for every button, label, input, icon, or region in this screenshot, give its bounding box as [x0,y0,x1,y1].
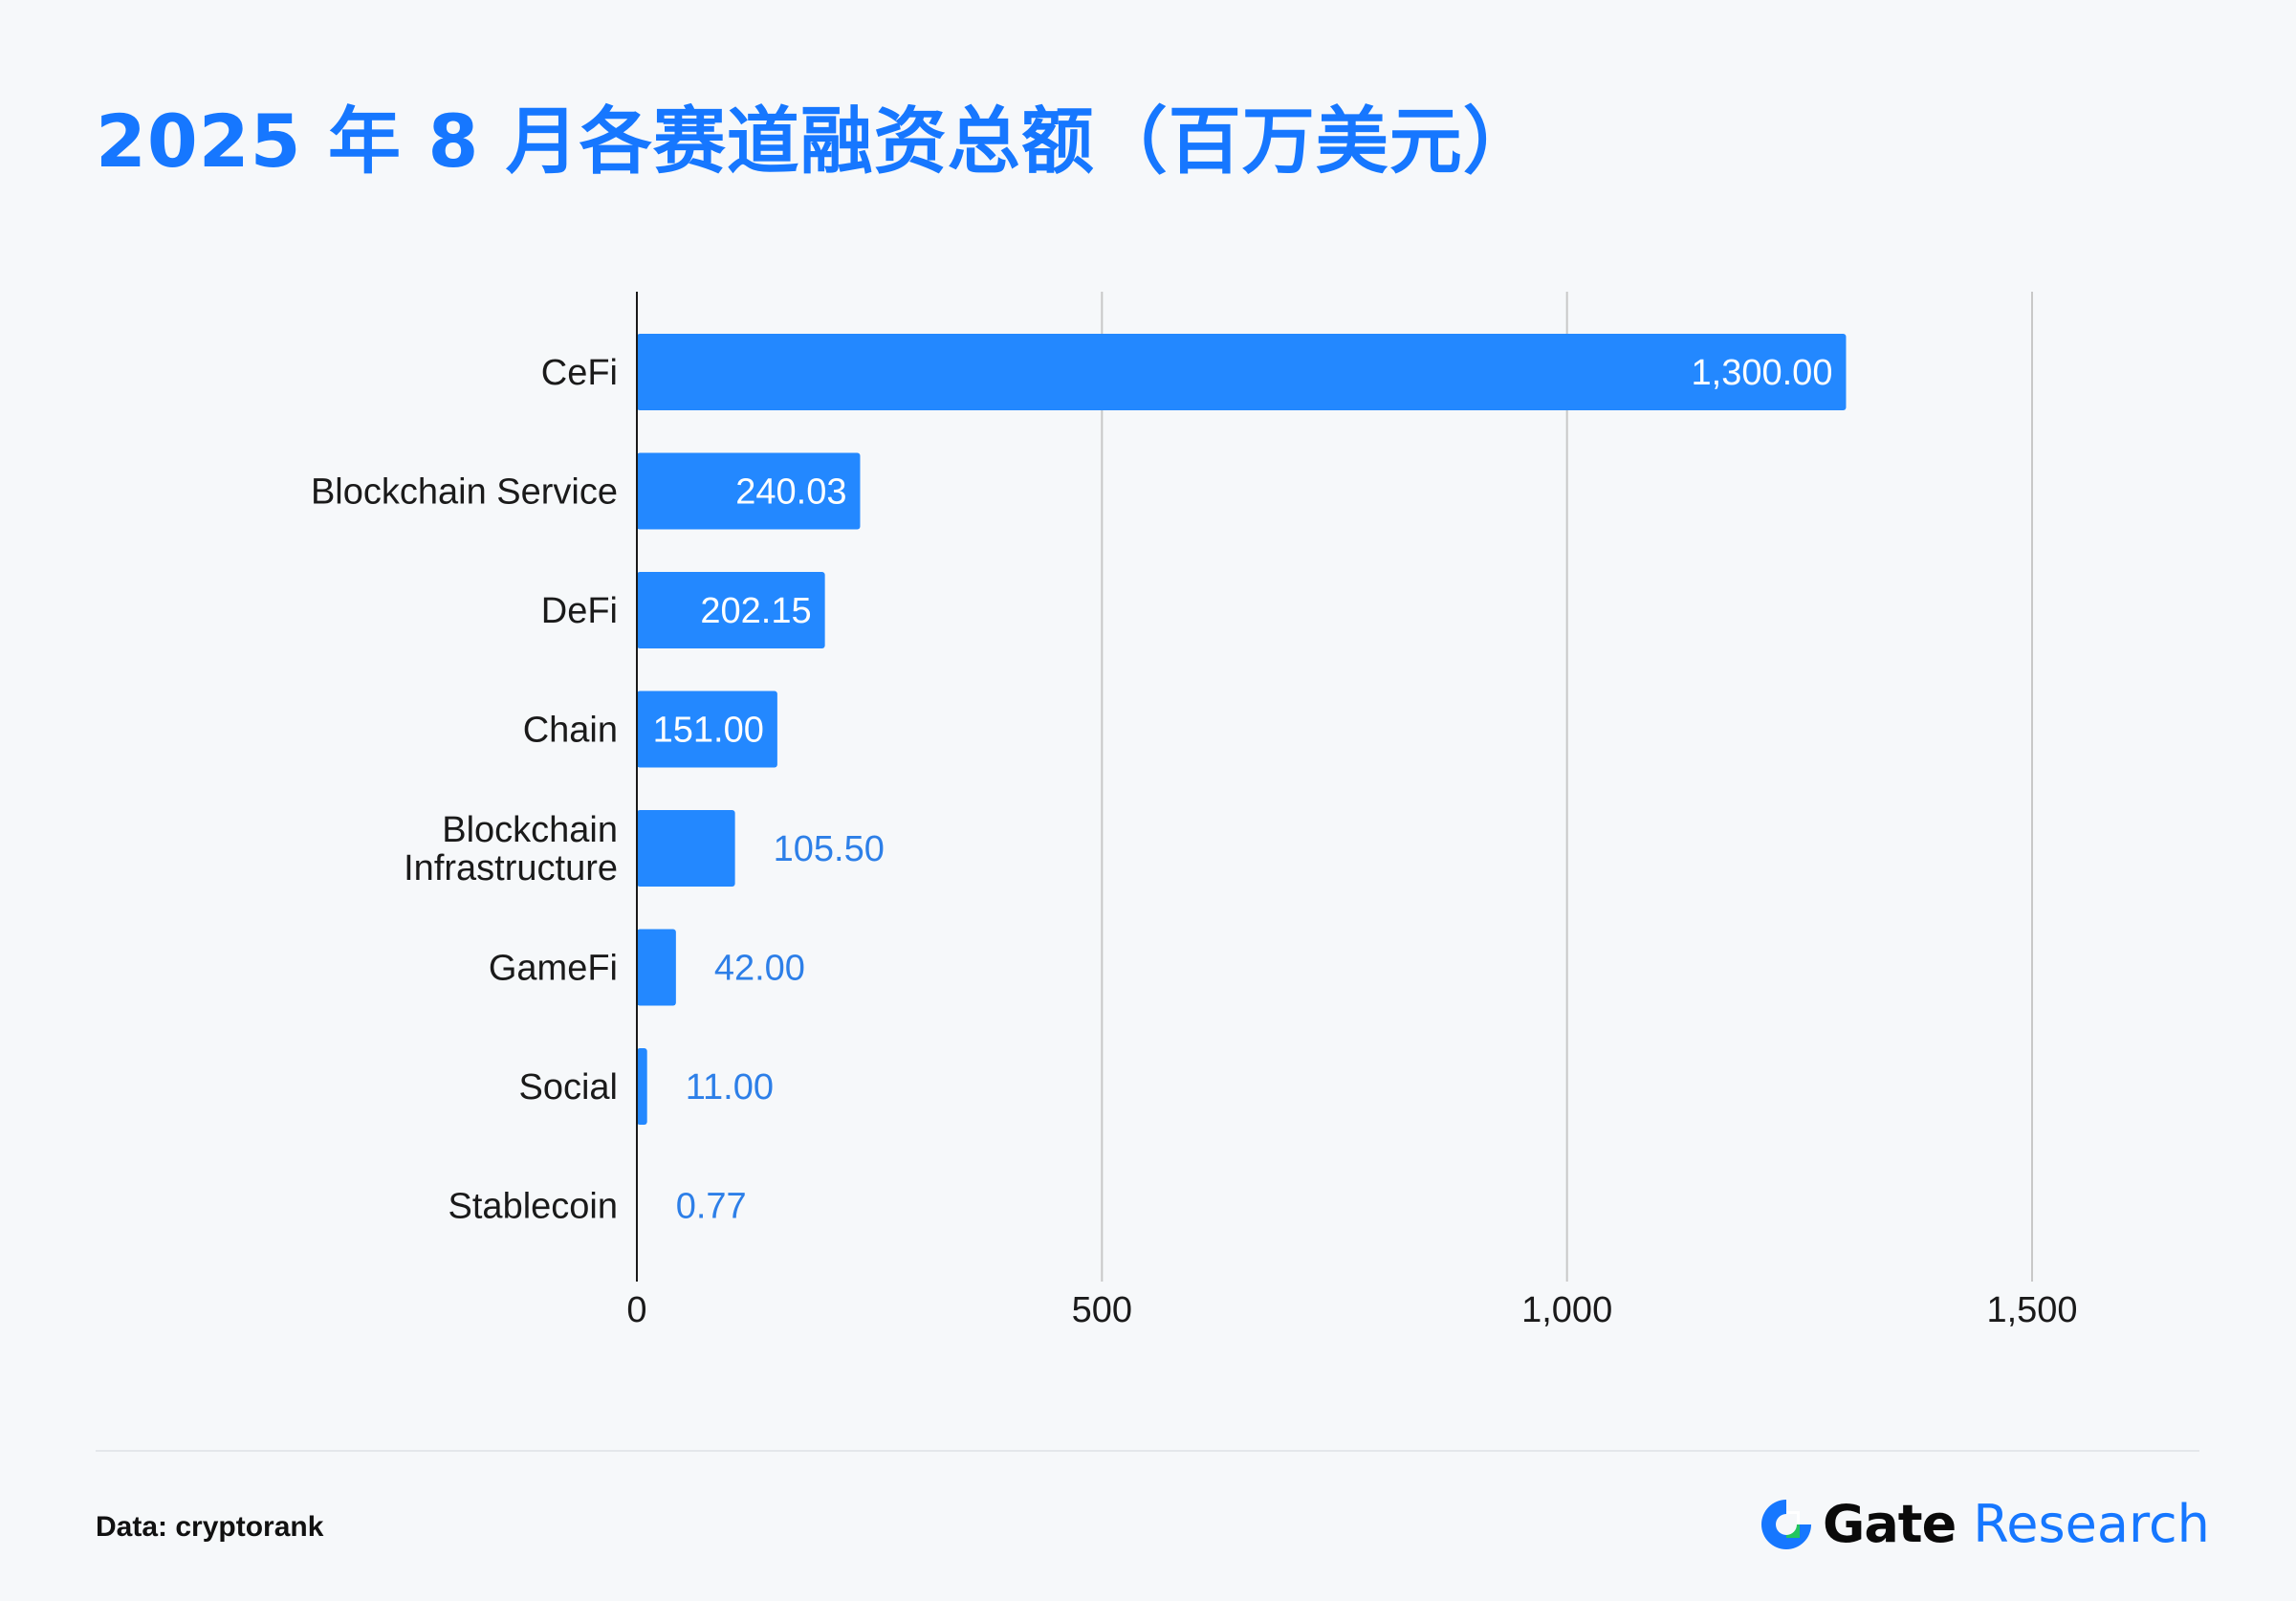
bar [637,1048,647,1125]
category-label: Blockchain Service [311,472,618,513]
bar [637,452,861,530]
category-label-line: Blockchain Service [311,472,618,513]
category-label: Blockchain Infrastructure [404,810,618,888]
value-label: 151.00 [653,711,764,751]
category-label-line: Blockchain [442,810,618,850]
category-label-line: Social [519,1067,619,1108]
category-label-line: Chain [523,711,618,751]
bar [637,334,1847,410]
value-label: 202.15 [700,591,811,631]
category-label-line: GameFi [489,949,618,989]
x-tick-label: 1,000 [1521,1290,1612,1330]
category-label: Stablecoin [448,1187,618,1227]
gate-research-logo: Gate Research [1758,1494,2210,1554]
bar [637,691,777,768]
category-label-line: Stablecoin [448,1187,618,1227]
value-label: 0.77 [676,1187,747,1227]
value-label: 11.00 [686,1067,774,1108]
footer-divider [96,1450,2199,1452]
category-label-line: DeFi [541,591,618,631]
brand-suffix: Research [1973,1494,2210,1554]
category-label: Social [519,1067,619,1108]
category-label: DeFi [541,591,618,631]
brand-name: Gate [1823,1494,1957,1554]
category-label: GameFi [489,949,618,989]
category-label-line: Infrastructure [404,848,618,888]
value-label: 240.03 [735,472,846,513]
x-tick-label: 0 [626,1290,646,1330]
bar-chart: CeFi Blockchain Service DeFi Chain Blockchai… [311,292,2078,1330]
x-axis-ticks: 0 500 1,000 1,500 [626,1290,2077,1330]
bar [637,810,735,887]
bars [637,334,1847,1244]
x-tick-label: 500 [1072,1290,1132,1330]
value-labels: 1,300.00 240.03 202.15 151.00 105.50 42.00 11.… [653,353,1833,1227]
value-label: 105.50 [774,829,885,869]
gridlines [1101,292,2033,1282]
x-tick-label: 1,500 [1986,1290,2077,1330]
value-label: 1,300.00 [1692,353,1833,393]
chart-title: 2025 年 8 月各赛道融资总额（百万美元） [96,99,1537,184]
bar [637,572,825,648]
category-label-line: CeFi [541,353,618,393]
category-label: Chain [523,711,618,751]
bar [637,929,676,1006]
gate-logo-icon [1761,1499,1811,1549]
data-source: Data: cryptorank [96,1511,324,1543]
category-labels: CeFi Blockchain Service DeFi Chain Blockchai… [311,353,618,1227]
value-label: 42.00 [714,949,805,989]
category-label: CeFi [541,353,618,393]
